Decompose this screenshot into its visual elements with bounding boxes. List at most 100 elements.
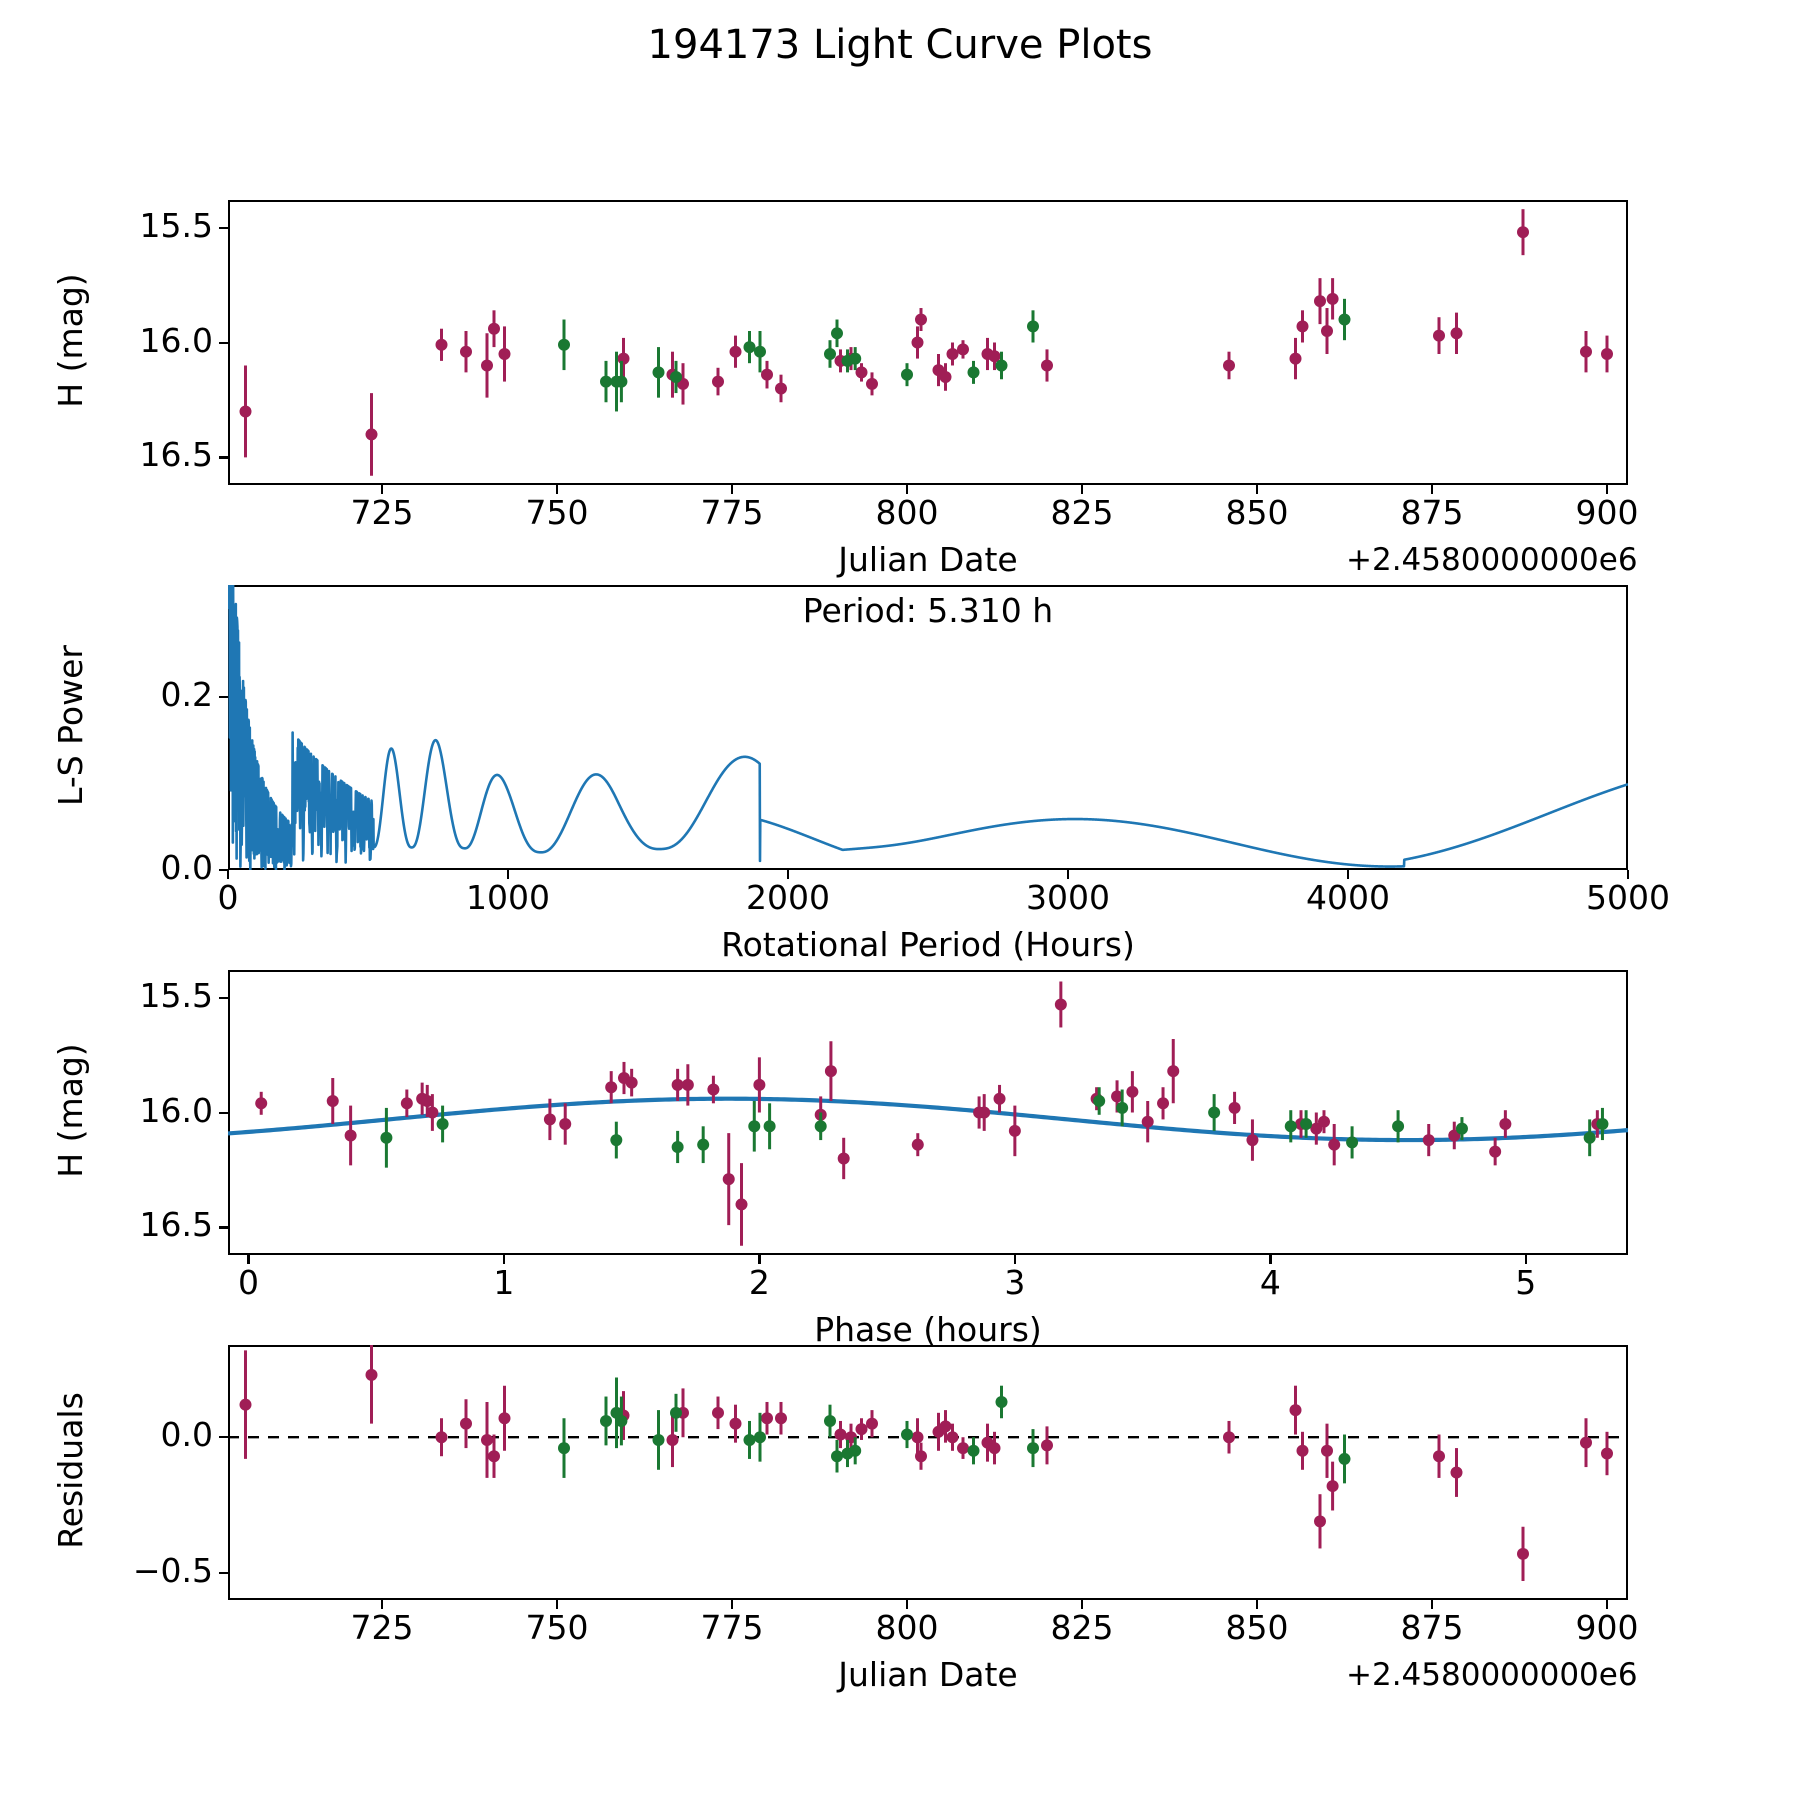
xtick-label: 875 [1400, 493, 1464, 532]
figure-title: 194173 Light Curve Plots [647, 22, 1153, 68]
ytick-label: 16.5 [139, 1205, 213, 1245]
ytick-label: 16.5 [139, 435, 213, 475]
xtick-mark [1256, 485, 1259, 494]
phase-xlabel: Phase (hours) [814, 1310, 1042, 1349]
period-annotation: Period: 5.310 h [802, 591, 1054, 630]
xtick-mark [1067, 870, 1070, 879]
xtick-label: 2000 [746, 878, 830, 917]
xtick-label: 4 [1259, 1263, 1281, 1302]
xtick-mark [787, 870, 790, 879]
xtick-label: 800 [875, 1608, 939, 1647]
ytick-mark [219, 1111, 228, 1114]
axes-frame-residuals [228, 1345, 1628, 1600]
lightcurve-xlabel: Julian Date [838, 540, 1018, 579]
xtick-label: 5000 [1586, 878, 1670, 917]
xtick-mark [906, 1600, 909, 1609]
ytick-mark [219, 456, 228, 459]
xtick-mark [1081, 1600, 1084, 1609]
xtick-mark [1627, 870, 1630, 879]
xtick-mark [507, 870, 510, 879]
xtick-label: 3 [1004, 1263, 1026, 1302]
axes-frame-lightcurve [228, 200, 1628, 485]
ytick-mark [219, 1571, 228, 1575]
phase-plot-area [228, 981, 1628, 1246]
ytick-mark [219, 341, 228, 344]
residuals-x-offset-label: +2.4580000000e6 [1346, 1657, 1638, 1693]
ytick-label: 16.0 [139, 320, 213, 360]
ytick-mark [219, 1436, 228, 1439]
xtick-label: 825 [1050, 1608, 1114, 1647]
xtick-label: 725 [350, 1608, 414, 1647]
xtick-mark [1347, 870, 1350, 879]
series-band-b [558, 298, 1351, 412]
xtick-mark [1524, 1255, 1527, 1264]
xtick-mark [502, 1255, 506, 1264]
xtick-label: 825 [1050, 493, 1114, 532]
xtick-mark [1081, 485, 1084, 494]
xtick-label: 0 [217, 878, 239, 917]
xtick-mark [731, 1600, 734, 1609]
xtick-label: 750 [525, 493, 589, 532]
xtick-label: 900 [1575, 1608, 1639, 1647]
xtick-label: 750 [525, 1608, 589, 1647]
xtick-mark [1606, 1600, 1609, 1609]
ytick-mark [219, 696, 228, 699]
xtick-label: 775 [700, 493, 764, 532]
periodogram-ylabel: L-S Power [50, 644, 90, 806]
ytick-label: 15.5 [139, 975, 213, 1015]
xtick-label: 4000 [1306, 878, 1390, 917]
xtick-mark [758, 1255, 761, 1264]
ytick-mark [219, 869, 228, 872]
ytick-label: 16.0 [139, 1090, 213, 1130]
axes-frame-periodogram [228, 585, 1628, 870]
series-band-a [239, 209, 1613, 476]
xtick-mark [556, 485, 559, 494]
ytick-label: 15.5 [139, 205, 213, 245]
ytick-mark [219, 996, 228, 999]
ytick-label: −0.5 [132, 1550, 213, 1590]
xtick-label: 0 [237, 1263, 259, 1302]
xtick-mark [381, 485, 384, 494]
lightcurve-plot-area [239, 209, 1613, 476]
periodogram-xlabel: Rotational Period (Hours) [721, 925, 1135, 964]
xtick-label: 850 [1225, 493, 1289, 532]
ytick-label: 0.0 [160, 1415, 213, 1455]
xtick-label: 2 [748, 1263, 770, 1302]
xtick-label: 875 [1400, 1608, 1464, 1647]
xtick-mark [227, 870, 230, 879]
panel-periodogram [228, 585, 1628, 870]
xtick-mark [906, 485, 909, 494]
xtick-label: 1 [493, 1263, 515, 1302]
xtick-label: 5 [1515, 1263, 1537, 1302]
xtick-mark [1431, 485, 1434, 494]
xtick-label: 1000 [466, 878, 550, 917]
residuals-plot-area [228, 1345, 1628, 1582]
xtick-mark [1256, 1600, 1259, 1609]
xtick-label: 850 [1225, 1608, 1289, 1647]
panel-residuals [228, 1345, 1628, 1600]
series-band-a [239, 1345, 1613, 1582]
xtick-mark [731, 485, 734, 494]
panel-lightcurve [228, 200, 1628, 485]
xtick-mark [381, 1600, 384, 1609]
ytick-mark [219, 1226, 228, 1229]
ytick-mark [219, 226, 228, 229]
lightcurve-x-offset-label: +2.4580000000e6 [1346, 542, 1638, 578]
xtick-mark [1269, 1255, 1272, 1264]
panel-phase-folded [228, 970, 1628, 1255]
series-band-b [380, 1087, 1609, 1168]
xtick-mark [1606, 485, 1609, 494]
xtick-mark [1431, 1600, 1434, 1609]
ytick-label: 0.2 [160, 675, 213, 715]
xtick-label: 900 [1575, 493, 1639, 532]
periodogram-plot-area [228, 585, 1628, 870]
xtick-mark [1013, 1255, 1017, 1264]
xtick-label: 725 [350, 493, 414, 532]
xtick-label: 775 [700, 1608, 764, 1647]
xtick-label: 3000 [1026, 878, 1110, 917]
xtick-label: 800 [875, 493, 939, 532]
residuals-xlabel: Julian Date [838, 1655, 1018, 1694]
ytick-label: 0.0 [160, 848, 213, 887]
series-band-a [255, 981, 1604, 1246]
